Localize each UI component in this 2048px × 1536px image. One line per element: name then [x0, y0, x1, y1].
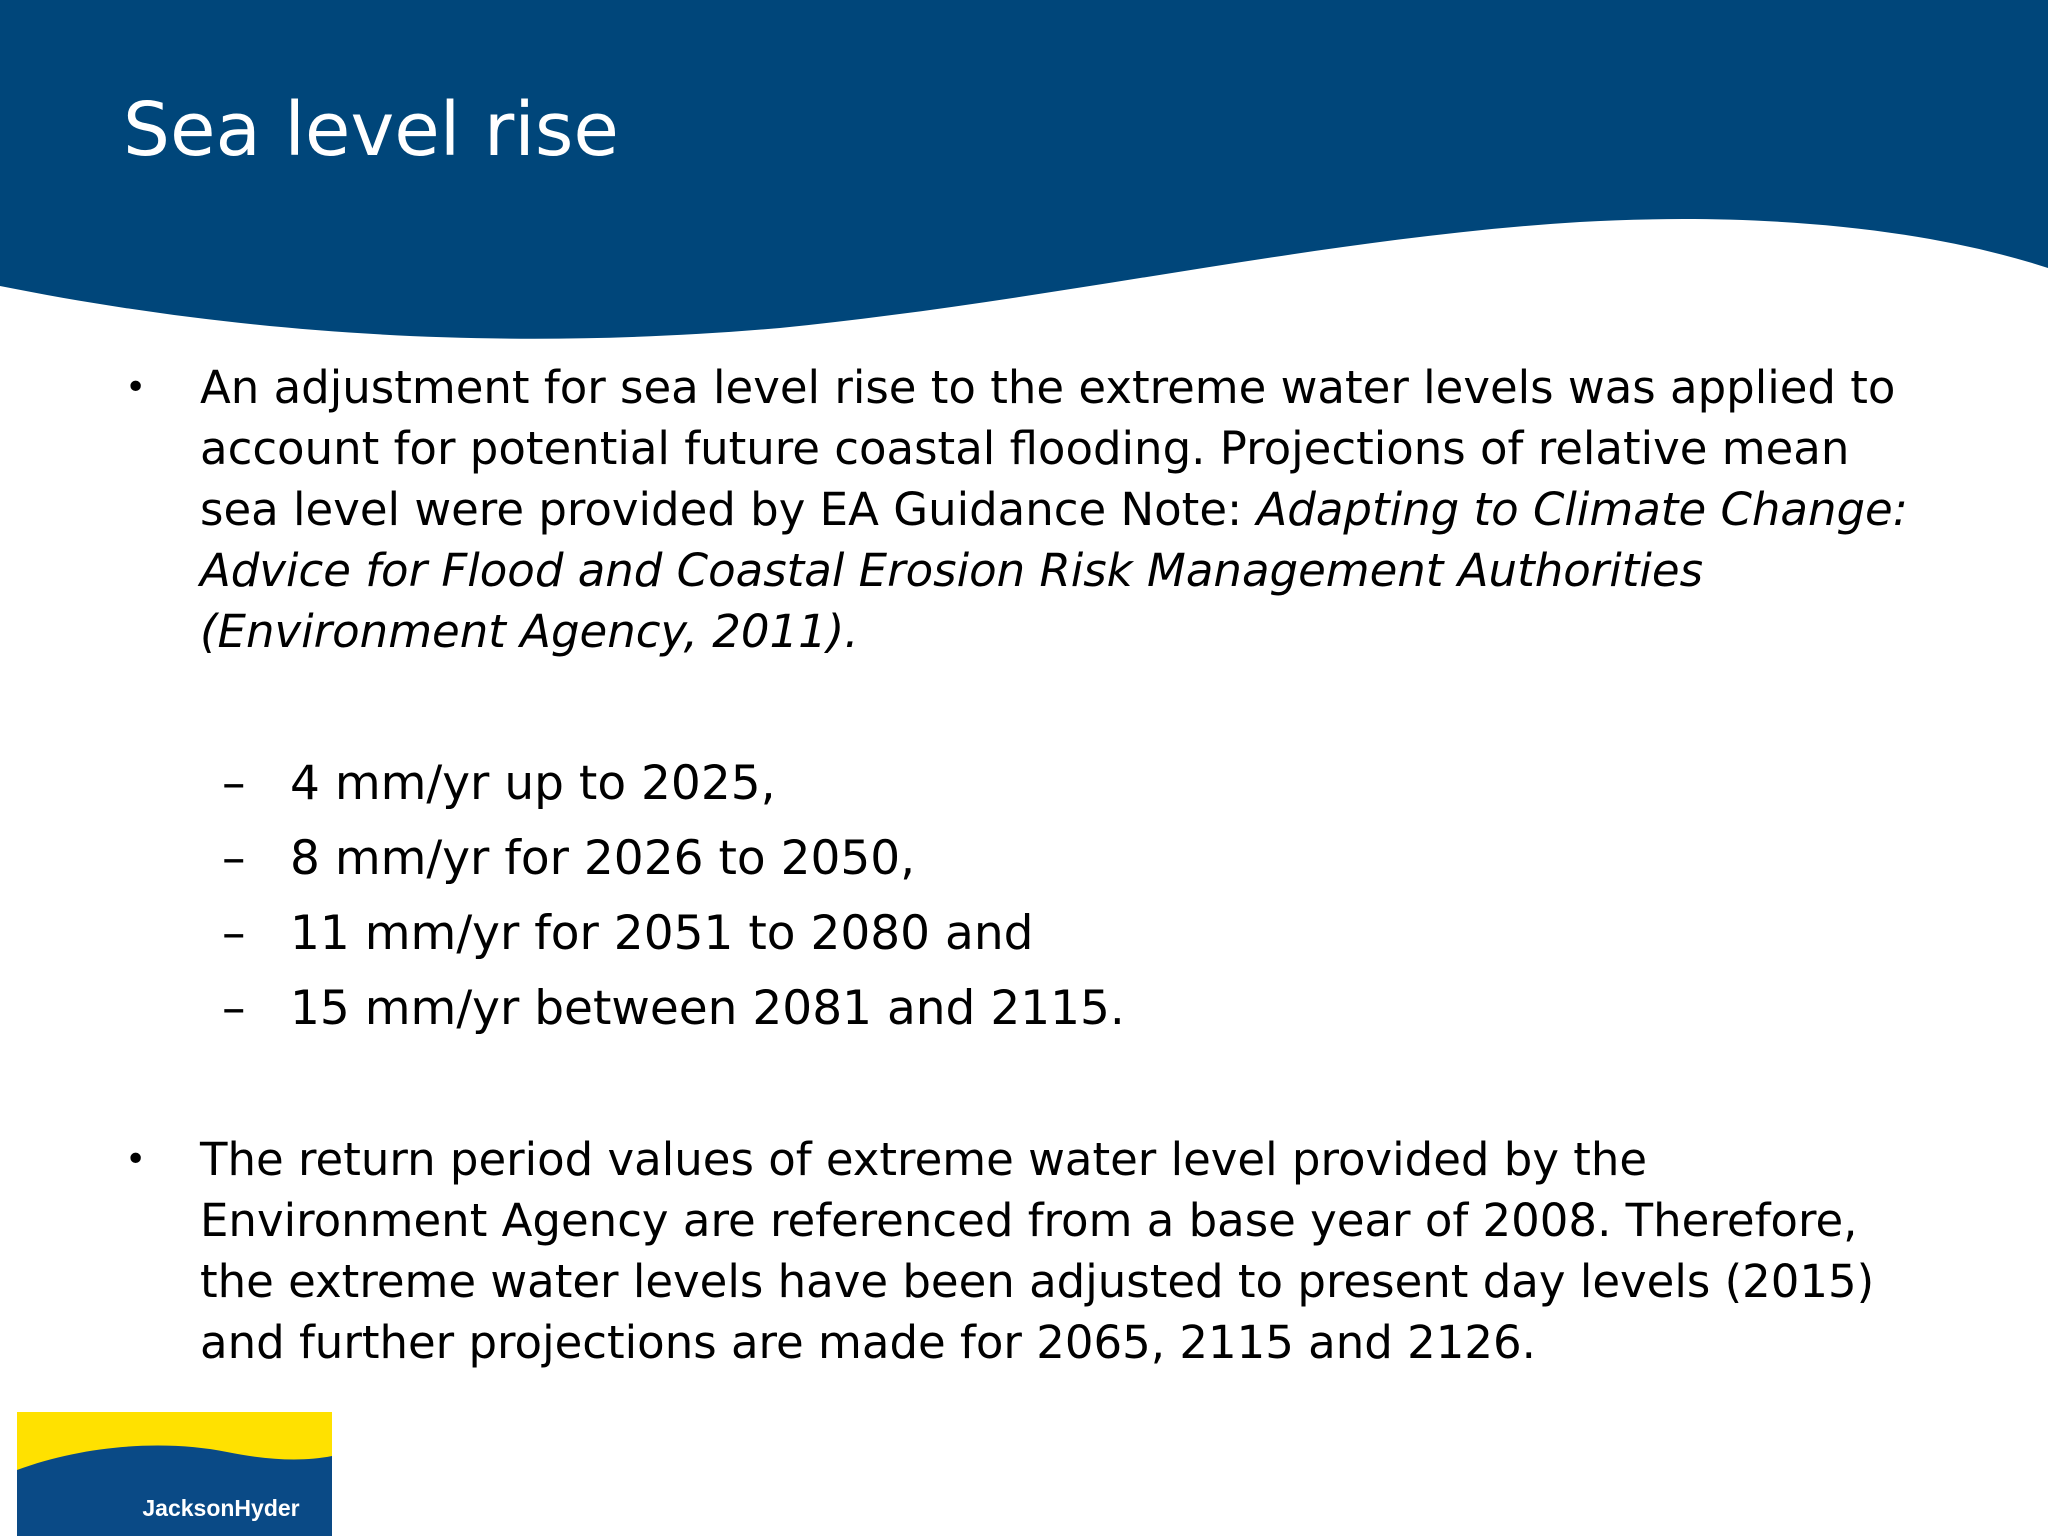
list-item: – 8 mm/yr for 2026 to 2050, [222, 827, 1125, 902]
dash-marker: – [222, 831, 246, 886]
rate-text: 15 mm/yr between 2081 and 2115. [290, 981, 1125, 1036]
guidance-reference: Adapting to Climate Change: Advice for F… [200, 483, 1908, 658]
bullet-text: An adjustment for sea level rise to the … [200, 361, 1896, 536]
rate-text: 11 mm/yr for 2051 to 2080 and [290, 906, 1034, 961]
dash-marker: – [222, 981, 246, 1036]
rate-text: 8 mm/yr for 2026 to 2050, [290, 831, 916, 886]
jacksonhyder-logo: JacksonHyder [17, 1412, 332, 1536]
bullet-marker: • [125, 1139, 147, 1180]
logo-wordmark: JacksonHyder [142, 1495, 299, 1521]
list-item: – 4 mm/yr up to 2025, [222, 752, 1125, 827]
slide-title: Sea level rise [123, 87, 619, 173]
dash-marker: – [222, 756, 246, 811]
header-wave-banner [0, 0, 2048, 339]
bullet-marker: • [125, 367, 147, 408]
bullet-sea-level-adjustment: • An adjustment for sea level rise to th… [125, 357, 1940, 662]
bullet-text: The return period values of extreme wate… [200, 1133, 1875, 1369]
list-item: – 15 mm/yr between 2081 and 2115. [222, 977, 1125, 1052]
rate-text: 4 mm/yr up to 2025, [290, 756, 776, 811]
sea-level-rates-list: – 4 mm/yr up to 2025, – 8 mm/yr for 2026… [222, 752, 1125, 1052]
list-item: – 11 mm/yr for 2051 to 2080 and [222, 902, 1125, 977]
dash-marker: – [222, 906, 246, 961]
bullet-return-period: • The return period values of extreme wa… [125, 1129, 1940, 1373]
